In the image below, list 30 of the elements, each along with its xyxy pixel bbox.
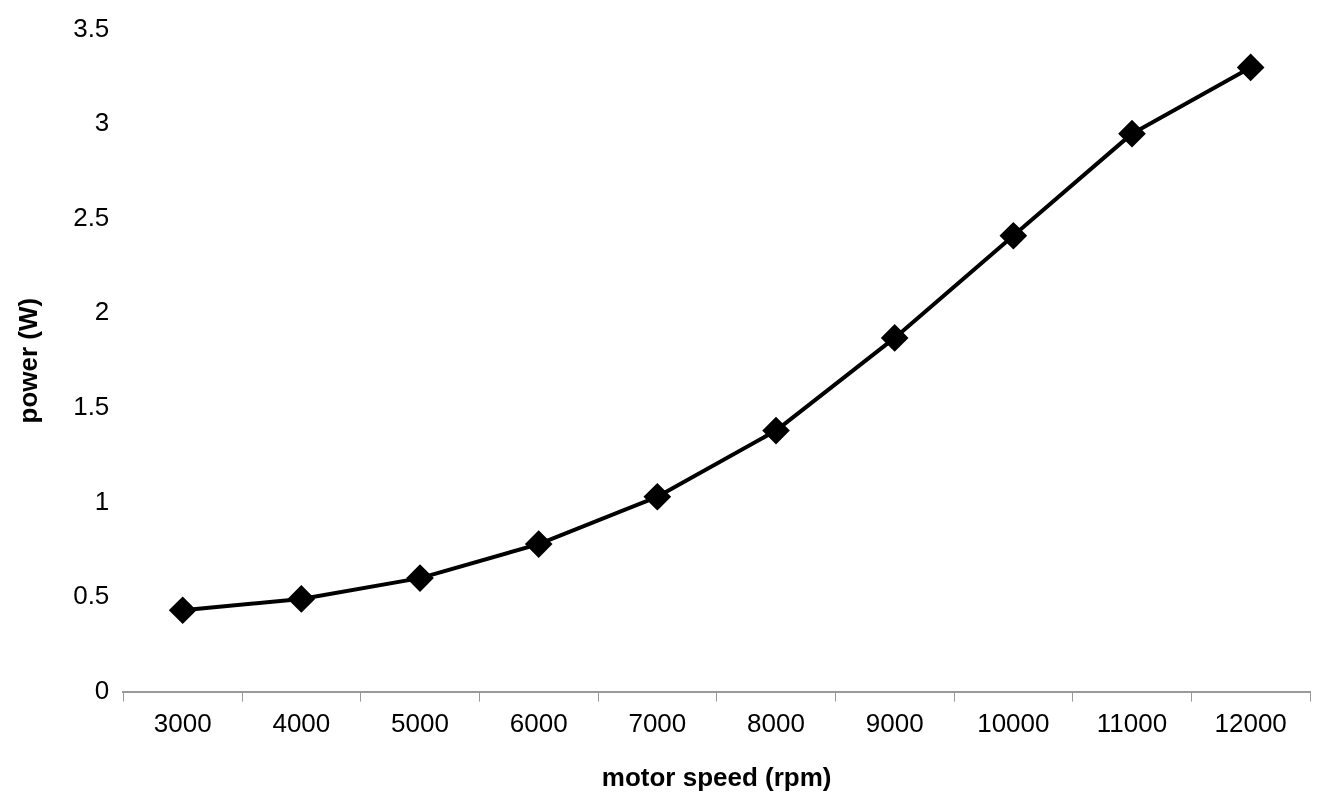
point — [288, 585, 315, 612]
y-tick-label: 1 — [94, 485, 110, 516]
x-axis-title: motor speed (rpm) — [601, 761, 832, 792]
y-tick-label: 1.5 — [73, 391, 110, 422]
y-tick-label: 3.5 — [73, 12, 110, 43]
x-tick-label: 10000 — [977, 708, 1050, 739]
point — [881, 324, 908, 351]
point — [169, 597, 196, 624]
x-tick-label: 12000 — [1214, 708, 1287, 739]
y-tick-label: 2.5 — [73, 201, 110, 232]
point — [763, 417, 790, 444]
point — [407, 565, 434, 592]
y-axis-title: power (W) — [12, 297, 43, 424]
x-tick-label: 9000 — [865, 708, 924, 739]
point — [644, 483, 671, 510]
x-tick-label: 3000 — [153, 708, 212, 739]
x-tick-label: 7000 — [628, 708, 687, 739]
point — [1000, 222, 1027, 249]
y-tick-label: 2 — [94, 296, 110, 327]
point — [1237, 54, 1264, 81]
x-tick-label: 11000 — [1096, 708, 1168, 739]
x-tick-label: 6000 — [509, 708, 568, 739]
x-tick-label: 4000 — [272, 708, 331, 739]
y-tick-label: 0.5 — [73, 580, 110, 611]
point — [1119, 120, 1145, 147]
y-tick-label: 0 — [94, 674, 110, 705]
point — [525, 531, 552, 558]
x-tick-label: 8000 — [747, 708, 805, 739]
x-tick-label: 5000 — [391, 708, 449, 739]
y-tick-label: 3 — [94, 107, 110, 138]
